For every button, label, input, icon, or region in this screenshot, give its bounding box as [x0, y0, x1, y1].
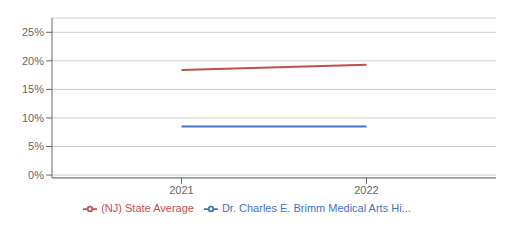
svg-text:2022: 2022: [354, 184, 378, 196]
svg-text:15%: 15%: [22, 83, 44, 95]
svg-text:20%: 20%: [22, 55, 44, 67]
html-text:(NJ) State Average: (NJ) State Average: [101, 201, 194, 214]
svg-text:5%: 5%: [28, 140, 44, 152]
svg-text:25%: 25%: [22, 26, 44, 38]
svg-text:2021: 2021: [169, 184, 193, 196]
svg-text:0%: 0%: [28, 169, 44, 181]
svg-text:10%: 10%: [22, 112, 44, 124]
html-text:Dr. Charles E. Brimm Medical A: Dr. Charles E. Brimm Medical Arts Hi...: [221, 201, 411, 214]
